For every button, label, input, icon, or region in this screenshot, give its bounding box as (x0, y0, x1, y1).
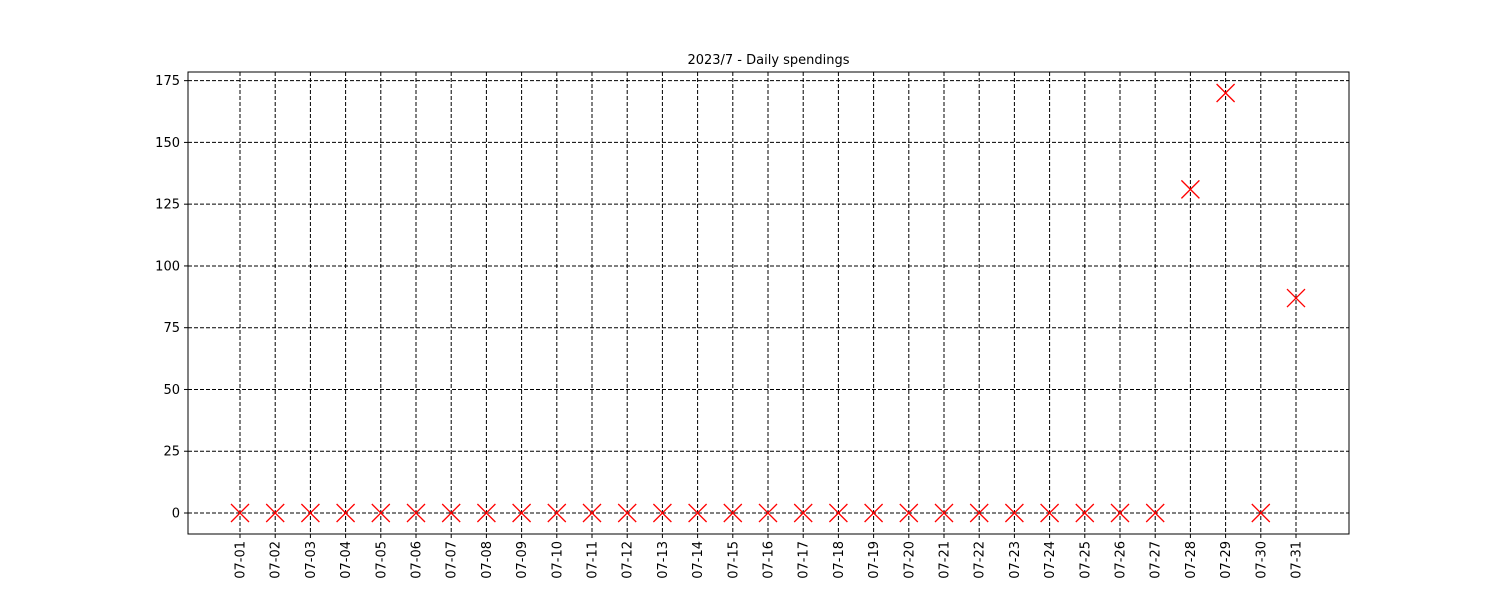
data-point (1145, 503, 1165, 523)
data-point (1040, 503, 1060, 523)
data-point (617, 503, 637, 523)
x-tick-label: 07-18 (832, 541, 847, 579)
data-point (652, 503, 672, 523)
x-tick-label: 07-24 (1043, 541, 1058, 579)
data-point (793, 503, 813, 523)
y-tick-label: 75 (163, 321, 180, 336)
x-tick-label: 07-16 (762, 541, 777, 579)
x-tick-label: 07-31 (1290, 541, 1305, 579)
x-tick-label: 07-12 (621, 541, 636, 579)
x-tick-label: 07-06 (410, 541, 425, 579)
data-point (688, 503, 708, 523)
data-point (1180, 179, 1200, 199)
x-tick-label: 07-29 (1219, 541, 1234, 579)
x-tick-label: 07-11 (586, 541, 601, 579)
x-tick-label: 07-04 (339, 541, 354, 579)
data-point (230, 503, 250, 523)
data-point (582, 503, 602, 523)
data-point (406, 503, 426, 523)
x-tick-label: 07-08 (480, 541, 495, 579)
data-point (265, 503, 285, 523)
chart-title: 2023/7 - Daily spendings (687, 53, 849, 68)
data-point (476, 503, 496, 523)
data-point (864, 503, 884, 523)
data-point (336, 503, 356, 523)
data-point (547, 503, 567, 523)
x-tick-label: 07-19 (867, 541, 882, 579)
data-point (1216, 83, 1236, 103)
y-tick-label: 150 (155, 136, 180, 151)
y-tick-label: 50 (163, 383, 180, 398)
grid-layer (188, 72, 1349, 534)
x-tick-label: 07-21 (938, 541, 953, 579)
x-tick-label: 07-22 (973, 541, 988, 579)
x-tick-label: 07-03 (304, 541, 319, 579)
data-point (1004, 503, 1024, 523)
data-point (300, 503, 320, 523)
x-tick-label: 07-01 (234, 541, 249, 579)
x-tick-label: 07-10 (550, 541, 565, 579)
y-tick-label: 100 (155, 259, 180, 274)
tick-label-layer: 0 25 50 75 100 125 150 175 07-01 07-02 07-03 07-04 0… (155, 74, 1304, 579)
x-tick-label: 07-09 (515, 541, 530, 579)
x-tick-label: 07-25 (1078, 541, 1093, 579)
data-point (1075, 503, 1095, 523)
x-tick-label: 07-05 (374, 541, 389, 579)
data-point (1251, 503, 1271, 523)
data-point (441, 503, 461, 523)
plot-frame (187, 71, 1350, 535)
y-tick-label: 175 (155, 74, 180, 89)
data-point (371, 503, 391, 523)
y-tick-label: 25 (163, 445, 180, 460)
tick-layer (184, 80, 1297, 538)
x-tick-label: 07-15 (726, 541, 741, 579)
data-marker-layer (230, 83, 1306, 523)
data-point (723, 503, 743, 523)
data-point (899, 503, 919, 523)
x-tick-label: 07-20 (902, 541, 917, 579)
y-tick-label: 0 (172, 507, 180, 522)
x-tick-label: 07-14 (691, 541, 706, 579)
x-tick-label: 07-27 (1149, 541, 1164, 579)
x-tick-label: 07-13 (656, 541, 671, 579)
x-tick-label: 07-30 (1254, 541, 1269, 579)
x-tick-label: 07-07 (445, 541, 460, 579)
x-tick-label: 07-17 (797, 541, 812, 579)
data-point (1110, 503, 1130, 523)
data-point (512, 503, 532, 523)
data-point (1286, 288, 1306, 308)
data-point (934, 503, 954, 523)
x-tick-label: 07-23 (1008, 541, 1023, 579)
x-tick-label: 07-26 (1114, 541, 1129, 579)
x-tick-label: 07-02 (269, 541, 284, 579)
x-tick-label: 07-28 (1184, 541, 1199, 579)
data-point (828, 503, 848, 523)
y-tick-label: 125 (155, 198, 180, 213)
data-point (969, 503, 989, 523)
data-point (758, 503, 778, 523)
